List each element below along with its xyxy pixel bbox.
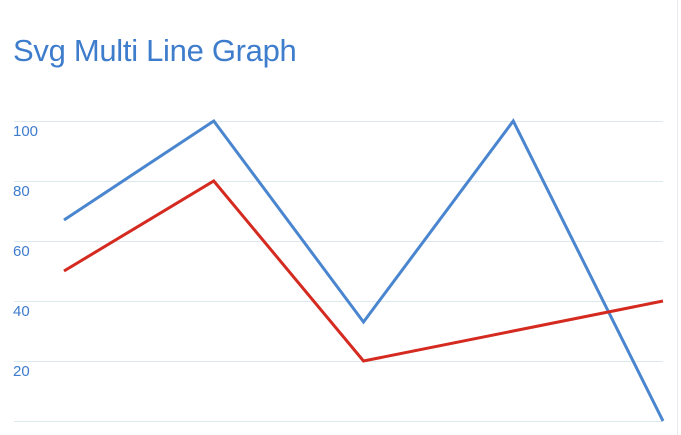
series-line-1 — [63, 118, 665, 422]
chart-title: Svg Multi Line Graph — [13, 33, 297, 68]
y-axis-ticks: 20 40 60 80 100 — [13, 123, 38, 380]
y-tick-label-60: 60 — [13, 243, 30, 260]
series-line-2 — [63, 179, 664, 363]
y-tick-label-40: 40 — [13, 303, 30, 320]
y-tick-label-80: 80 — [13, 183, 30, 200]
y-tick-label-20: 20 — [13, 363, 30, 380]
page-edge-divider — [677, 0, 678, 435]
series-lines — [63, 118, 665, 422]
grid — [14, 121, 663, 422]
y-tick-label-100: 100 — [13, 123, 38, 140]
